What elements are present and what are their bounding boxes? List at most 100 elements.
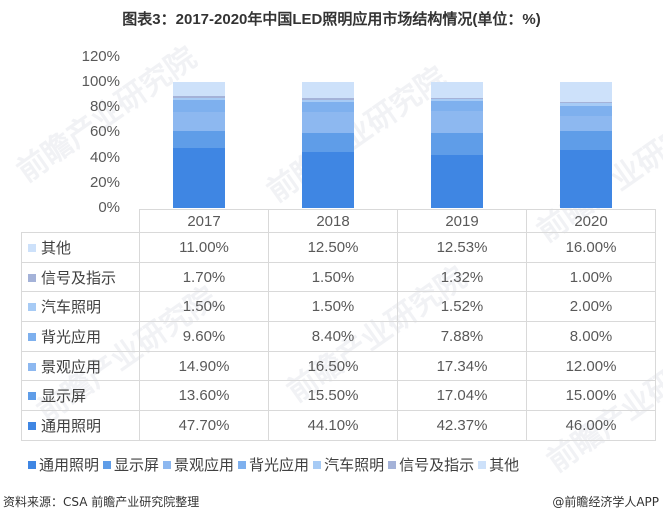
table-row: 通用照明 47.70% 44.10% 42.37% 46.00% [21,410,656,441]
row-label: 通用照明 [21,410,140,441]
bar-segment [173,147,225,208]
legend-swatch-icon [28,273,36,282]
bar-segment [560,131,612,151]
table-row: 显示屏 13.60% 15.50% 17.04% 15.00% [21,380,656,412]
legend-item: 景观应用 [163,454,234,475]
legend-swatch-icon [313,461,322,469]
row-label: 背光应用 [21,321,140,352]
table-cell: 17.04% [397,380,527,412]
table-cell: 1.00% [526,261,656,293]
legend-item: 汽车照明 [313,454,384,475]
source-label: 资料来源： [3,495,64,509]
legend-swatch-icon [28,303,36,312]
table-header-cell: 2019 [397,209,527,233]
legend-item: 背光应用 [238,454,309,475]
watermark: 前瞻产业研究院 [260,60,454,210]
y-tick-label: 100% [81,73,120,90]
stacked-bar-2017 [173,82,225,208]
bar-segment [560,116,612,132]
table-row: 汽车照明 1.50% 1.50% 1.52% 2.00% [21,291,656,323]
table-row: 信号及指示 1.70% 1.50% 1.32% 1.00% [21,261,656,293]
table-cell: 13.60% [139,380,269,412]
table-cell: 15.50% [268,380,398,412]
bar-segment [302,82,354,98]
table-header-cell: 2020 [526,209,656,233]
bar-segment [173,95,225,99]
credit: @前瞻经济学人APP [552,495,659,509]
stacked-bar-2018 [302,82,354,208]
table-row: 景观应用 14.90% 16.50% 17.34% 12.00% [21,350,656,382]
table-cell: 17.34% [397,350,527,382]
table-cell: 9.60% [139,321,269,352]
y-tick-label: 20% [89,173,120,191]
bar-segment [431,154,483,208]
table-cell: 8.40% [268,321,398,352]
legend-swatch-icon [28,421,36,430]
row-label: 其他 [21,232,140,263]
table-cell: 15.00% [526,380,656,412]
legend-swatch-icon [28,461,36,469]
legend-swatch-icon [238,461,247,469]
bar-segment [431,82,483,98]
data-table: 2017 2018 2019 2020 其他 11.00% 12.50% 12.53% 16.0… [21,209,656,441]
bar-segment [173,112,225,131]
bar-segment [560,102,612,104]
table-corner [21,209,140,233]
legend-swatch-icon [103,461,112,469]
y-tick-label: 60% [89,123,120,141]
legend-item: 通用照明 [28,454,99,475]
table-cell: 16.00% [526,232,656,263]
bar-segment [560,150,612,208]
source-note: 资料来源：CSA 前瞻产业研究院整理 [3,493,199,510]
legend-swatch-icon [28,332,36,341]
row-label: 显示屏 [21,380,140,412]
table-row: 其他 11.00% 12.50% 12.53% 16.00% [21,232,656,263]
legend-swatch-icon [28,243,36,252]
table-header-cell: 2017 [139,209,269,233]
table-cell: 44.10% [268,410,398,441]
table-cell: 1.50% [139,291,269,323]
source-text: CSA 前瞻产业研究院整理 [63,495,200,509]
table-cell: 12.00% [526,350,656,382]
bar-segment [302,99,354,102]
table-cell: 1.50% [268,291,398,323]
stacked-bar-2019 [431,82,483,208]
legend-swatch-icon [388,461,397,469]
legend-item: 信号及指示 [388,454,474,475]
chart-title: 图表3：2017-2020年中国LED照明应用市场结构情况(单位：%) [122,11,541,28]
bar-segment [431,111,483,134]
legend-swatch-icon [28,392,36,401]
stacked-bar-2020 [560,82,612,208]
row-label: 景观应用 [21,350,140,382]
bar-segment [173,99,225,112]
bar-segment [173,98,225,100]
legend-item: 显示屏 [103,454,159,475]
table-cell: 12.53% [397,232,527,263]
table-cell: 8.00% [526,321,656,352]
bar-segment [560,103,612,106]
legend-swatch-icon [478,461,487,469]
table-cell: 14.90% [139,350,269,382]
table-cell: 1.52% [397,291,527,323]
table-cell: 42.37% [397,410,527,441]
table-cell: 12.50% [268,232,398,263]
bar-segment [173,82,225,96]
legend-item: 其他 [478,454,519,475]
table-cell: 2.00% [526,291,656,323]
legend: 通用照明 显示屏 景观应用 背光应用 汽车照明 信号及指示 其他 [28,454,648,475]
bar-segment [431,133,483,155]
bar-segment [302,112,354,133]
bar-segment [302,101,354,113]
y-tick-label: 80% [89,98,120,116]
bar-segment [431,97,483,100]
table-cell: 46.00% [526,410,656,441]
table-cell: 1.50% [268,261,398,293]
bar-segment [431,101,483,112]
table-row: 背光应用 9.60% 8.40% 7.88% 8.00% [21,321,656,352]
table-cell: 1.70% [139,261,269,293]
bar-segment [560,105,612,117]
table-header-cell: 2018 [268,209,398,233]
bar-segment [560,82,612,103]
y-tick-label: 40% [89,148,120,166]
bar-segment [302,152,354,208]
